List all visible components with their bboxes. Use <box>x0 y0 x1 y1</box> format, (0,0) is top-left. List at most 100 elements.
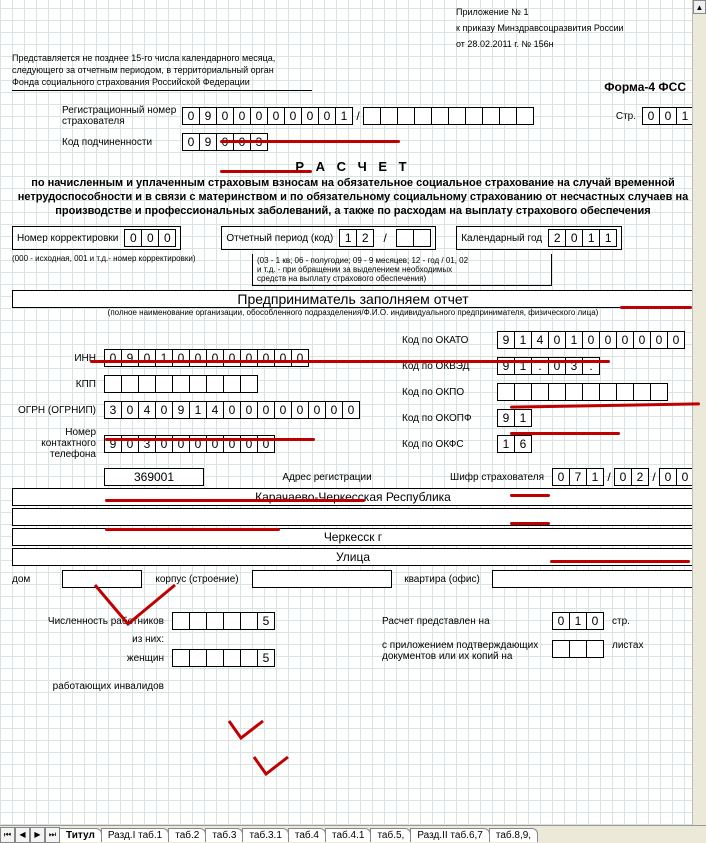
cell[interactable] <box>172 375 190 393</box>
inn-cells[interactable]: 090100000000 <box>104 349 309 367</box>
cell[interactable]: 1 <box>497 435 515 453</box>
region-line[interactable]: Карачаево-Черкесская Республика <box>12 488 694 506</box>
cell[interactable] <box>189 649 207 667</box>
cell[interactable]: 0 <box>240 349 258 367</box>
cell[interactable]: 0 <box>318 107 336 125</box>
reg-after-cells[interactable] <box>363 107 534 125</box>
cell[interactable] <box>172 649 190 667</box>
cell[interactable] <box>240 375 258 393</box>
cipher3-cells[interactable]: 00 <box>659 468 694 486</box>
cell[interactable] <box>650 383 668 401</box>
cell[interactable]: 9 <box>199 133 217 151</box>
cell[interactable]: 0 <box>552 468 570 486</box>
cell[interactable] <box>206 612 224 630</box>
cell[interactable]: 9 <box>121 349 139 367</box>
cell[interactable]: 0 <box>565 229 583 247</box>
okfs-cells[interactable]: 16 <box>497 435 532 453</box>
cell[interactable] <box>565 383 583 401</box>
cell[interactable]: 1 <box>582 229 600 247</box>
cell[interactable]: 0 <box>257 401 275 419</box>
okato-cells[interactable]: 91401000000 <box>497 331 685 349</box>
cell[interactable] <box>497 383 515 401</box>
cell[interactable]: 9 <box>497 409 515 427</box>
cell[interactable]: 1 <box>565 331 583 349</box>
cell[interactable]: 0 <box>233 107 251 125</box>
cell[interactable]: 0 <box>223 401 241 419</box>
cell[interactable]: 0 <box>582 331 600 349</box>
cell[interactable]: 0 <box>586 612 604 630</box>
cell[interactable]: 7 <box>569 468 587 486</box>
cell[interactable] <box>431 107 449 125</box>
nav-button[interactable]: ⏮ <box>0 827 15 843</box>
cell[interactable]: 0 <box>124 229 142 247</box>
cell[interactable] <box>413 229 431 247</box>
house-field[interactable] <box>62 570 142 588</box>
cell[interactable] <box>531 383 549 401</box>
cell[interactable]: 1 <box>189 401 207 419</box>
cell[interactable] <box>138 375 156 393</box>
worker-count-cells[interactable]: 5 <box>172 612 275 630</box>
cell[interactable]: 0 <box>650 331 668 349</box>
cell[interactable]: 5 <box>257 649 275 667</box>
cell[interactable]: 0 <box>104 349 122 367</box>
okpo-cells[interactable] <box>497 383 668 401</box>
cell[interactable]: 0 <box>182 133 200 151</box>
cell[interactable]: 1 <box>514 331 532 349</box>
cell[interactable]: 0 <box>121 401 139 419</box>
scrollbar-vertical[interactable]: ▲ <box>692 0 706 825</box>
sheet-tab[interactable]: таб.3 <box>205 828 243 842</box>
reg-number-cells[interactable]: 0900000001 <box>182 107 353 125</box>
cell[interactable] <box>516 107 534 125</box>
sheet-tab[interactable]: таб.3.1 <box>242 828 288 842</box>
street-line[interactable]: Улица <box>12 548 694 566</box>
period-after-cells[interactable] <box>396 229 431 247</box>
cell[interactable] <box>514 383 532 401</box>
cipher1-cells[interactable]: 071 <box>552 468 604 486</box>
cell[interactable]: 0 <box>189 349 207 367</box>
cell[interactable] <box>121 375 139 393</box>
cell[interactable]: 4 <box>206 401 224 419</box>
cipher2-cells[interactable]: 02 <box>614 468 649 486</box>
cell[interactable]: 0 <box>284 107 302 125</box>
cell[interactable]: 0 <box>182 107 200 125</box>
cell[interactable]: 0 <box>172 349 190 367</box>
cell[interactable]: 0 <box>240 401 258 419</box>
sheet-tab[interactable]: таб.5, <box>370 828 411 842</box>
cell[interactable]: 0 <box>257 349 275 367</box>
cell[interactable]: 0 <box>599 331 617 349</box>
cell[interactable] <box>223 649 241 667</box>
cell[interactable] <box>499 107 517 125</box>
cell[interactable]: 6 <box>514 435 532 453</box>
cell[interactable] <box>616 383 634 401</box>
cell[interactable]: 0 <box>659 468 677 486</box>
cell[interactable]: 0 <box>267 107 285 125</box>
cell[interactable] <box>396 229 414 247</box>
cell[interactable] <box>569 640 587 658</box>
cell[interactable] <box>482 107 500 125</box>
cell[interactable] <box>240 612 258 630</box>
cell[interactable]: 0 <box>325 401 343 419</box>
cell[interactable]: 2 <box>548 229 566 247</box>
cell[interactable] <box>414 107 432 125</box>
cell[interactable] <box>633 383 651 401</box>
kpp-cells[interactable] <box>104 375 258 393</box>
sheet-tab[interactable]: Титул <box>59 828 102 842</box>
cell[interactable]: 4 <box>531 331 549 349</box>
sheet-tab[interactable]: таб.4.1 <box>325 828 371 842</box>
cell[interactable]: 1 <box>155 349 173 367</box>
women-cells[interactable]: 5 <box>172 649 275 667</box>
cell[interactable]: 0 <box>616 331 634 349</box>
cell[interactable]: 0 <box>250 107 268 125</box>
flat-field[interactable] <box>492 570 694 588</box>
cell[interactable] <box>465 107 483 125</box>
cell[interactable]: 2 <box>631 468 649 486</box>
cell[interactable]: 1 <box>339 229 357 247</box>
sheet-tab[interactable]: Разд.II таб.6,7 <box>410 828 490 842</box>
cell[interactable]: 0 <box>274 349 292 367</box>
cell[interactable]: 0 <box>138 349 156 367</box>
cell[interactable]: 0 <box>642 107 660 125</box>
cell[interactable]: 1 <box>586 468 604 486</box>
correction-cells[interactable]: 000 <box>124 229 176 247</box>
cell[interactable]: 0 <box>291 349 309 367</box>
index-field[interactable]: 369001 <box>104 468 204 486</box>
